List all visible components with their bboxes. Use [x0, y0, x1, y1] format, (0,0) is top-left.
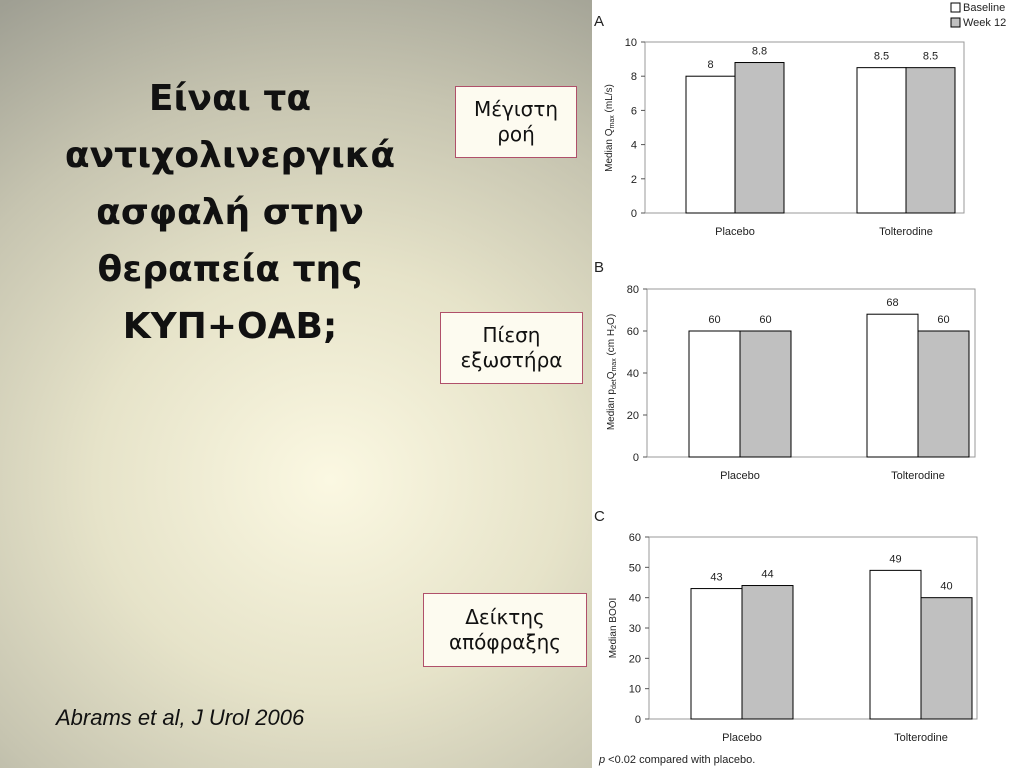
panel-b-ytick-label: 80 [627, 284, 639, 296]
panel-a-ytick-label: 10 [625, 37, 637, 49]
panel-a-ytick-label: 4 [631, 140, 637, 152]
panel-a-bar-baseline-tolterodine [856, 67, 907, 214]
panel-c-data-label-week12-tolterodine: 40 [940, 581, 952, 593]
panel-b-data-label-baseline-placebo: 60 [708, 314, 720, 326]
panel-c-ytick-label: 0 [635, 714, 641, 726]
panel-c: 0 10 20 30 40 50 60 Median BOOI 43 44 Placebo 49 40 T… [608, 532, 978, 744]
panel-c-ytick-label: 50 [629, 562, 641, 574]
legend: Baseline Week 12 [950, 2, 1006, 29]
panel-a-ytick-label: 8 [631, 71, 637, 83]
legend-label-baseline: Baseline [963, 2, 1005, 14]
panel-c-ylabel: Median BOOI [608, 598, 619, 659]
panel-b-ylabel: Median pdetQmax (cm H2O) [606, 314, 618, 430]
panel-c-ytick-label: 10 [629, 684, 641, 696]
panel-a-bar-baseline-placebo [685, 75, 736, 214]
panel-c-category-label-placebo: Placebo [722, 732, 762, 744]
panel-a-frame [644, 41, 965, 214]
panel-c-ytick-label: 20 [629, 653, 641, 665]
panel-c-bar-week12-tolterodine [920, 597, 973, 720]
panel-b-ytick-label: 0 [633, 452, 639, 464]
panel-c-ytick-label: 60 [629, 532, 641, 544]
panel-c-data-label-week12-placebo: 44 [761, 569, 773, 581]
panel-b-data-label-week12-tolterodine: 60 [937, 314, 949, 326]
legend-swatch-baseline [950, 2, 961, 13]
panel-c-bar-baseline-placebo [690, 588, 743, 720]
figure-panel: Baseline Week 12 A B C p <0.02 compared … [592, 0, 1024, 768]
legend-swatch-week12 [950, 17, 961, 28]
callout-max-flow: Μέγιστη ροή [455, 86, 577, 158]
citation: Abrams et al, J Urol 2006 [56, 705, 305, 730]
panel-b-bar-baseline-placebo [688, 330, 741, 458]
legend-label-week12: Week 12 [963, 17, 1006, 29]
panel-a-bar-week12-placebo [734, 62, 785, 214]
panel-c-ytick-label: 40 [629, 593, 641, 605]
callout-obstruction-index: Δείκτης απόφραξης [423, 593, 587, 667]
panel-b-data-label-baseline-tolterodine: 68 [886, 297, 898, 309]
footnote-text: <0.02 compared with placebo. [605, 754, 755, 766]
panel-c-bar-baseline-tolterodine [869, 569, 922, 720]
footnote: p <0.02 compared with placebo. [598, 754, 755, 766]
panel-a-category-label-placebo: Placebo [715, 226, 755, 238]
panel-c-ytick-label: 30 [629, 623, 641, 635]
panel-a-ytick-label: 6 [631, 105, 637, 117]
panel-a-data-label-baseline-placebo: 8 [707, 59, 713, 71]
panel-b-category-label-placebo: Placebo [720, 470, 760, 482]
panel-a-ytick-label: 0 [631, 208, 637, 220]
panel-c-bar-week12-placebo [741, 585, 794, 720]
panel-b-data-label-week12-placebo: 60 [759, 314, 771, 326]
panel-a-ylabel: Median Qmax (mL/s) [604, 84, 616, 172]
panel-a-data-label-baseline-tolterodine: 8.5 [874, 51, 889, 63]
panel-letter-a: A [594, 13, 604, 30]
panel-b-ytick-label: 20 [627, 410, 639, 422]
panel-b-ytick-label: 60 [627, 326, 639, 338]
footnote-p: p [598, 754, 605, 766]
panel-c-data-label-baseline-placebo: 43 [710, 572, 722, 584]
panel-b-category-label-tolterodine: Tolterodine [891, 470, 945, 482]
figure-svg: Baseline Week 12 A B C p <0.02 compared … [594, 2, 1006, 766]
panel-b-bar-week12-placebo [739, 330, 792, 458]
panel-c-category-label-tolterodine: Tolterodine [894, 732, 948, 744]
panel-letter-c: C [594, 508, 605, 525]
slide-title: Είναι τα αντιχολινεργικά ασφαλή στην θερ… [64, 78, 396, 347]
callout-detrusor-pressure: Πίεση εξωστήρα [440, 312, 583, 384]
panel-a-bar-week12-tolterodine [905, 67, 956, 214]
panel-b-bar-week12-tolterodine [917, 330, 970, 458]
panel-c-data-label-baseline-tolterodine: 49 [889, 553, 901, 565]
panel-b: 0 20 40 60 80 Median pdetQmax (cm H2O) 60 60 Pla… [606, 284, 976, 482]
panel-a-data-label-week12-tolterodine: 8.5 [923, 51, 938, 63]
panel-a-ytick-label: 2 [631, 174, 637, 186]
panel-b-bar-baseline-tolterodine [866, 313, 919, 458]
panel-letter-b: B [594, 259, 604, 276]
panel-a-category-label-tolterodine: Tolterodine [879, 226, 933, 238]
panel-a: 0 2 4 6 8 10 Median Qmax (mL/s) 8 8.8 Placebo 8.5 8… [604, 37, 965, 238]
panel-b-ytick-label: 40 [627, 368, 639, 380]
panel-a-data-label-week12-placebo: 8.8 [752, 46, 767, 58]
